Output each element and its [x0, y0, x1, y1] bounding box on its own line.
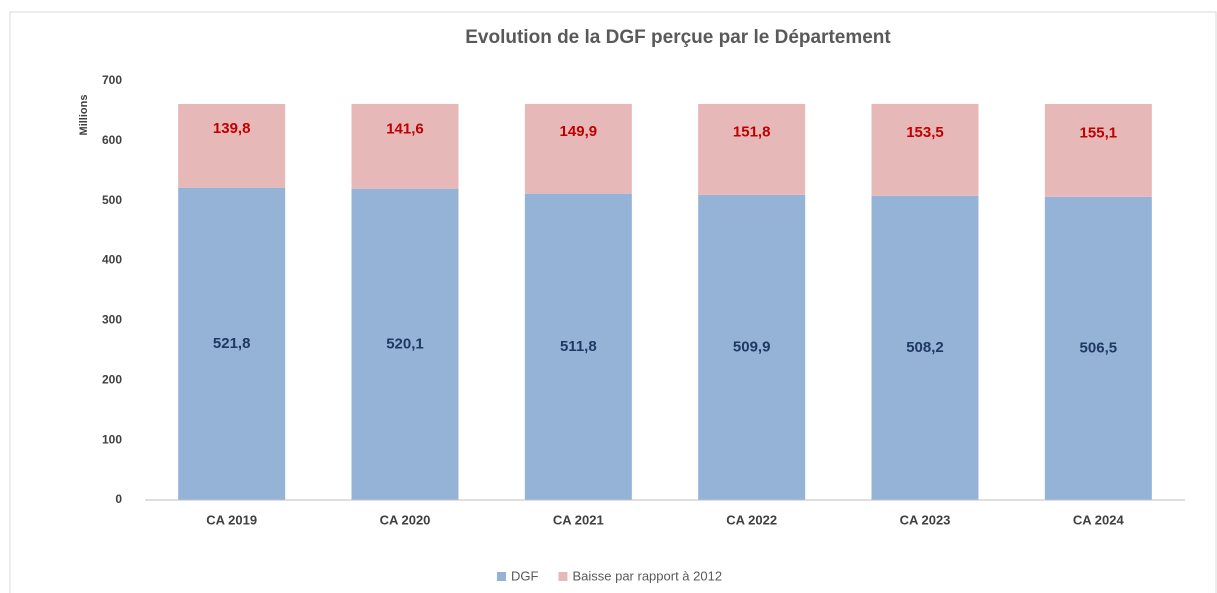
bar-segment — [524, 193, 632, 501]
x-tick-label: CA 2022 — [726, 512, 777, 527]
data-label: 155,1 — [1080, 124, 1118, 141]
y-tick-label: 100 — [102, 432, 122, 446]
x-tick-label: CA 2020 — [380, 512, 431, 527]
legend-label: DGF — [511, 568, 539, 583]
data-label: 506,5 — [1080, 339, 1118, 356]
data-label: 139,8 — [213, 120, 251, 137]
bar-segment — [871, 103, 979, 196]
data-label: 508,2 — [906, 339, 944, 356]
legend-swatch — [558, 572, 568, 581]
x-tick-label: CA 2019 — [206, 512, 257, 527]
data-label: 511,8 — [560, 338, 597, 355]
bar-segment — [524, 103, 632, 194]
data-label: 149,9 — [560, 123, 598, 140]
data-label: 520,1 — [386, 335, 424, 352]
data-label: 153,5 — [906, 124, 944, 141]
bar-segment — [871, 195, 979, 500]
y-tick-label: 200 — [102, 372, 122, 386]
y-tick-label: 600 — [102, 133, 122, 147]
y-tick-label: 500 — [102, 193, 122, 207]
bar-segment — [178, 103, 286, 188]
data-label: 521,8 — [213, 335, 251, 352]
bar-segment — [698, 194, 806, 500]
x-tick-label: CA 2024 — [1073, 512, 1125, 527]
legend-label: Baisse par rapport à 2012 — [572, 568, 722, 583]
data-label: 141,6 — [386, 120, 424, 137]
bar-segment — [351, 188, 459, 501]
legend-swatch — [497, 572, 506, 581]
bar-segment — [178, 187, 286, 500]
x-tick-label: CA 2023 — [900, 512, 951, 527]
bar-segment — [1044, 103, 1152, 197]
y-tick-label: 300 — [102, 313, 122, 327]
y-tick-label: 400 — [102, 253, 122, 267]
bar-segment — [698, 103, 806, 195]
y-axis-label: Millions — [78, 95, 90, 136]
x-tick-label: CA 2021 — [553, 512, 604, 527]
data-label: 151,8 — [733, 123, 771, 140]
chart-title: Evolution de la DGF perçue par le Départ… — [465, 27, 891, 48]
bar-segment — [1044, 196, 1152, 500]
data-label: 509,9 — [733, 338, 771, 355]
y-tick-label: 0 — [115, 492, 122, 506]
bar-segment — [351, 103, 459, 189]
y-tick-label: 700 — [102, 73, 122, 87]
